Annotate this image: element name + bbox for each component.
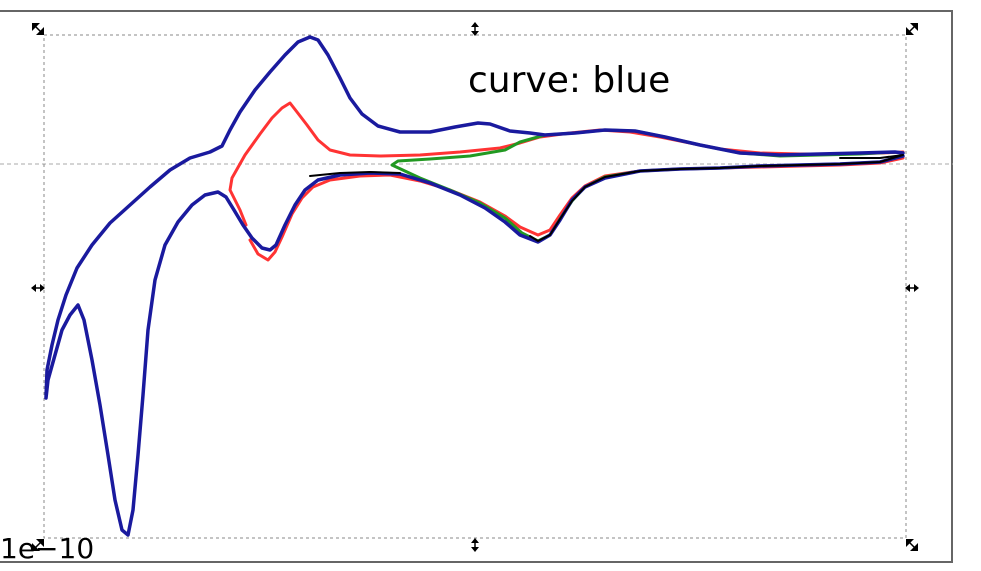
curve-green[interactable]: [390, 128, 905, 243]
selection-box: [43, 34, 907, 539]
resize-w-icon[interactable]: [31, 284, 45, 292]
curve-red[interactable]: [228, 101, 905, 262]
figure-canvas-frame: [0, 10, 953, 563]
resize-n-icon[interactable]: [471, 22, 479, 36]
axis-offset-text: 1e−10: [0, 532, 94, 565]
resize-ne-icon[interactable]: [906, 23, 918, 35]
resize-sw-icon[interactable]: [32, 539, 44, 551]
resize-e-icon[interactable]: [905, 284, 919, 292]
resize-se-icon[interactable]: [906, 539, 918, 551]
resize-s-icon[interactable]: [471, 538, 479, 552]
curve-blue[interactable]: [44, 35, 905, 537]
curve-annotation-label: curve: blue: [468, 60, 670, 101]
curve-black[interactable]: [309, 154, 904, 242]
resize-nw-icon[interactable]: [32, 23, 44, 35]
